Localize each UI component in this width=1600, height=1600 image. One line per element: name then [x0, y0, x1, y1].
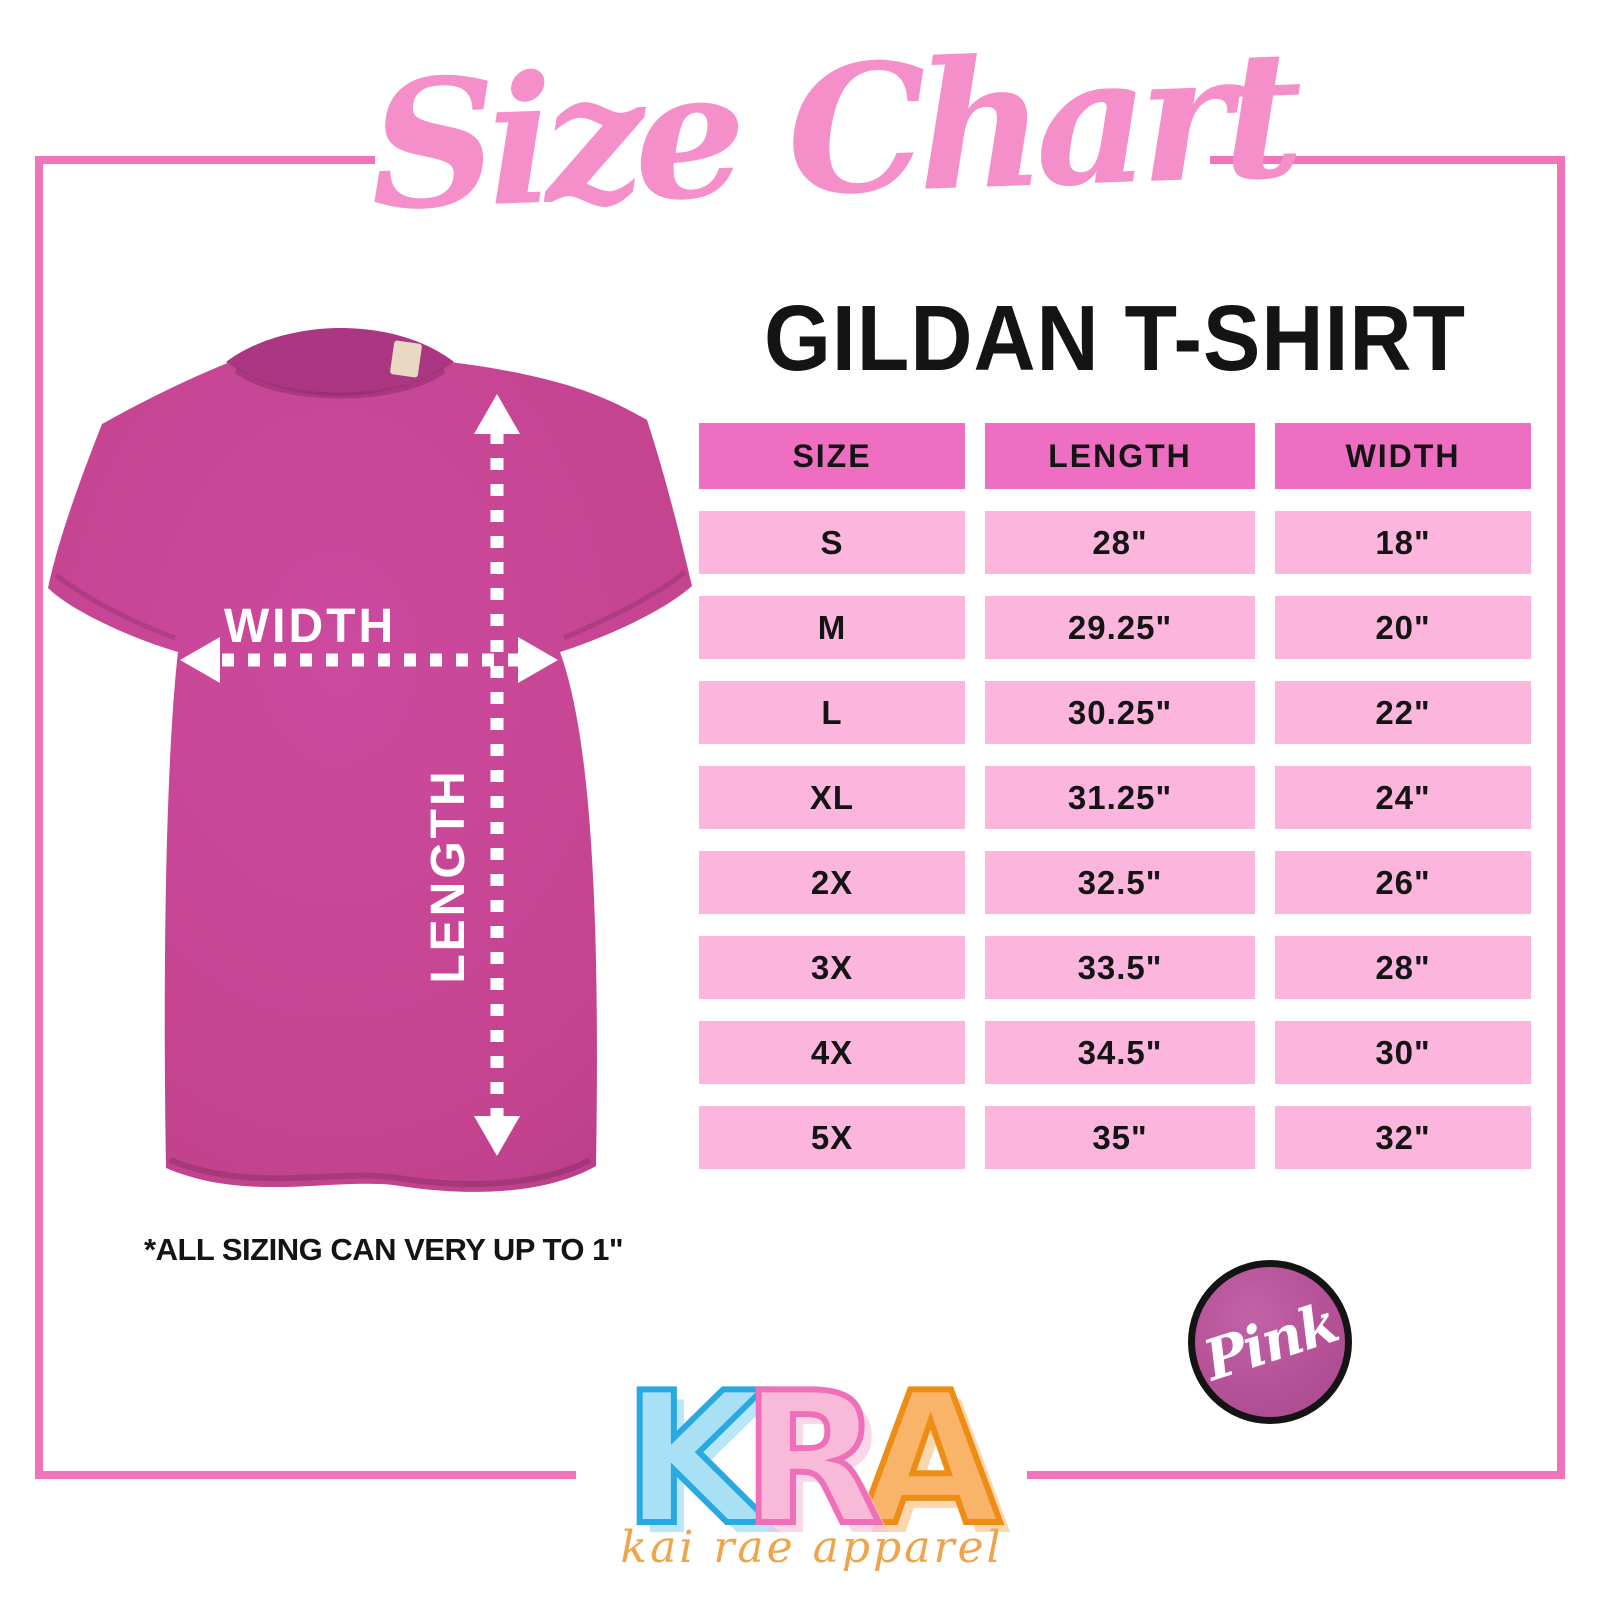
logo-letter-k: K: [620, 1353, 767, 1565]
table-row-length: 31.25": [985, 766, 1255, 829]
size-table: SIZE LENGTH WIDTH S 28" 18" M 29.25" 20"…: [699, 423, 1531, 1169]
table-row-length: 30.25": [985, 681, 1255, 744]
table-row-width: 26": [1275, 851, 1531, 914]
table-row-size: XL: [699, 766, 965, 829]
col-header-length: LENGTH: [985, 423, 1255, 489]
page-title-script: Size Chart: [366, 10, 1297, 250]
tshirt-illustration: WIDTH LENGTH: [40, 320, 720, 1200]
table-row-width: 28": [1275, 936, 1531, 999]
logo-letter-a: A: [857, 1353, 1004, 1565]
frame-border-bottom-left: [35, 1471, 576, 1479]
width-arrow: [180, 637, 558, 683]
tshirt-left-sleeve-seam: [54, 573, 176, 641]
table-row-length: 35": [985, 1106, 1255, 1169]
sizing-disclaimer: *ALL SIZING CAN VERY UP TO 1": [144, 1232, 624, 1267]
table-row-length: 28": [985, 511, 1255, 574]
frame-border-right: [1557, 156, 1565, 1479]
table-row-length: 33.5": [985, 936, 1255, 999]
brand-tagline: kai rae apparel: [620, 1522, 1004, 1573]
tshirt-hem-seam: [168, 1157, 592, 1187]
table-row-size: 2X: [699, 851, 965, 914]
logo-letter-r: R: [739, 1353, 885, 1565]
table-row-width: 22": [1275, 681, 1531, 744]
table-row-width: 24": [1275, 766, 1531, 829]
tshirt-collar-seam: [234, 367, 446, 399]
tshirt-right-sleeve-seam: [562, 570, 687, 641]
tshirt-neck-tag: [390, 340, 422, 378]
frame-border-left: [35, 156, 43, 1479]
frame-border-top-left: [35, 156, 375, 164]
table-row-size: L: [699, 681, 965, 744]
length-arrow: [474, 394, 520, 1156]
table-row-width: 30": [1275, 1021, 1531, 1084]
product-title: GILDAN T-SHIRT: [764, 286, 1466, 391]
width-label: WIDTH: [224, 600, 396, 653]
table-row-size: S: [699, 511, 965, 574]
table-row-size: 4X: [699, 1021, 965, 1084]
frame-border-top-right: [1210, 156, 1565, 164]
table-row-size: M: [699, 596, 965, 659]
table-row-width: 18": [1275, 511, 1531, 574]
table-row-length: 29.25": [985, 596, 1255, 659]
tshirt-svg: WIDTH LENGTH: [48, 328, 692, 1192]
table-row-length: 32.5": [985, 851, 1255, 914]
col-header-size: SIZE: [699, 423, 965, 489]
length-label: LENGTH: [422, 768, 475, 983]
table-row-width: 20": [1275, 596, 1531, 659]
table-row-length: 34.5": [985, 1021, 1255, 1084]
color-badge: Pink: [1188, 1260, 1352, 1424]
frame-border-bottom-right: [1027, 1471, 1565, 1479]
table-row-size: 5X: [699, 1106, 965, 1169]
table-row-width: 32": [1275, 1106, 1531, 1169]
col-header-width: WIDTH: [1275, 423, 1531, 489]
brand-logo: KRA: [620, 1353, 1004, 1565]
tshirt-body: [48, 332, 692, 1192]
color-badge-label: Pink: [1195, 1289, 1345, 1395]
table-row-size: 3X: [699, 936, 965, 999]
